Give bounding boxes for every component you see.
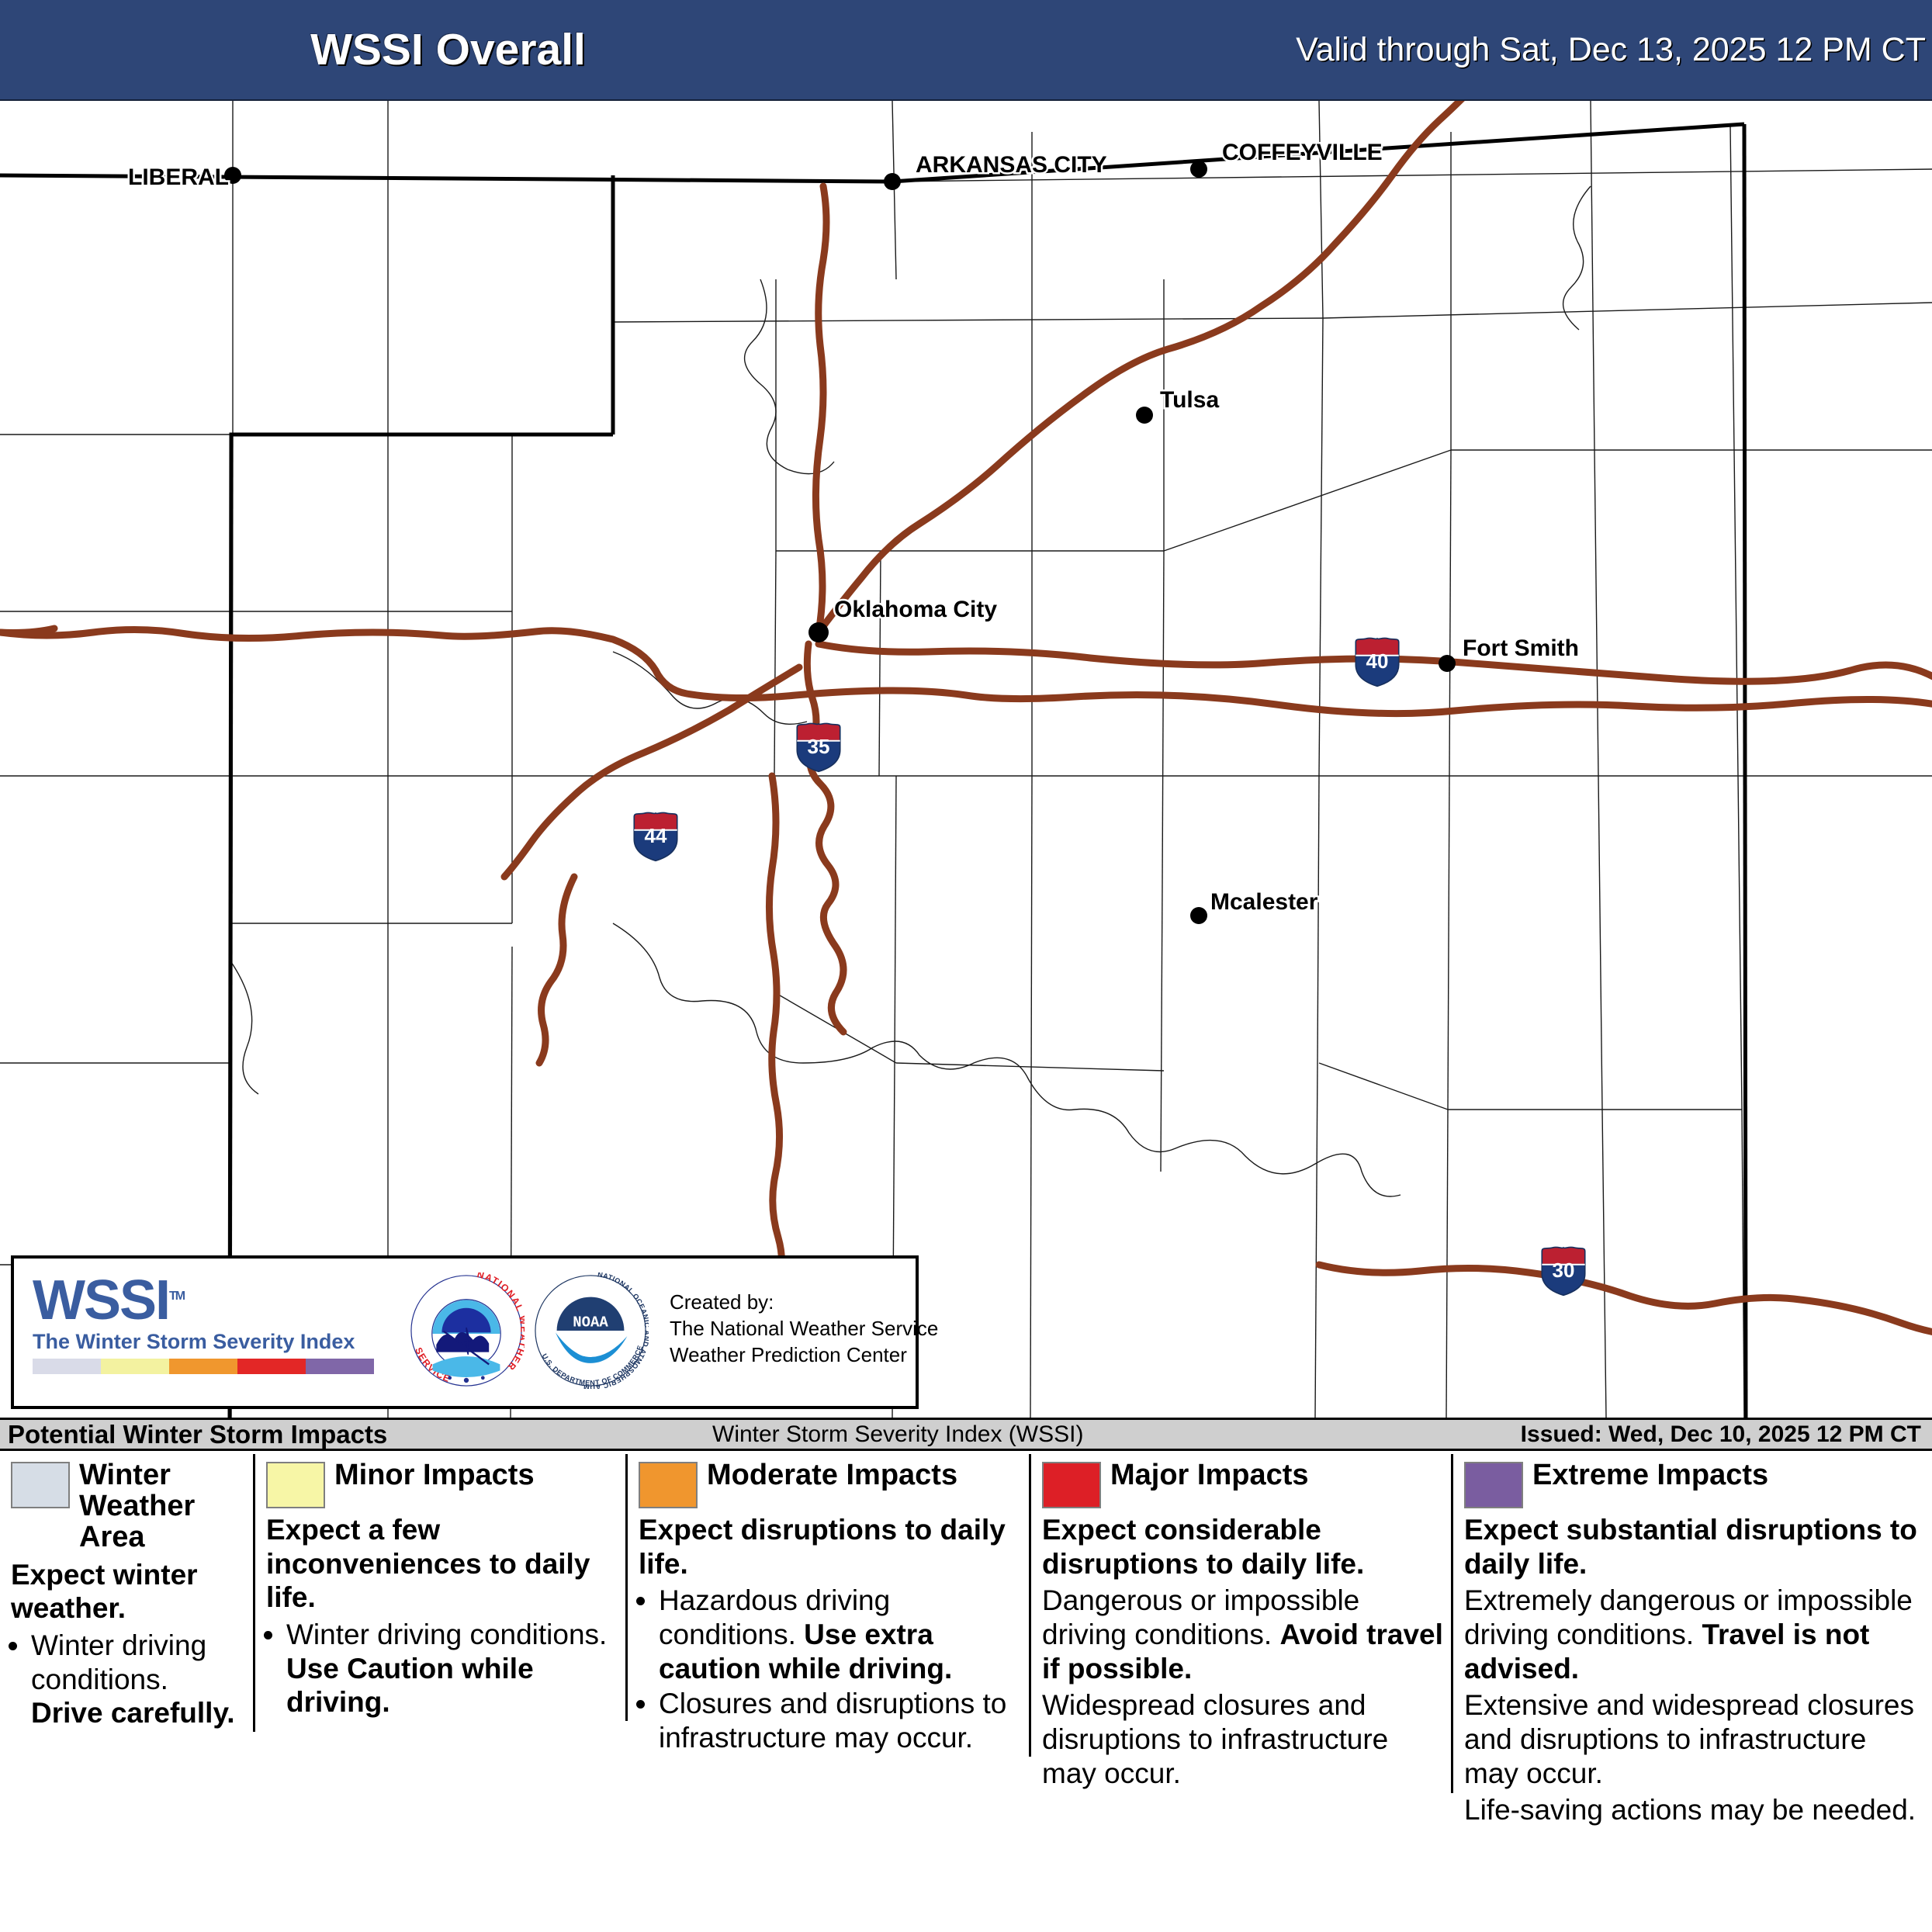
svg-text:35: 35 [808, 735, 830, 758]
svg-text:Tulsa: Tulsa [1160, 387, 1219, 413]
svg-text:Oklahoma City: Oklahoma City [834, 597, 997, 622]
svg-text:ARKANSAS CITY: ARKANSAS CITY [916, 152, 1107, 178]
svg-text:30: 30 [1553, 1259, 1575, 1282]
svg-text:Mcalester: Mcalester [1210, 889, 1318, 915]
svg-text:COFFEYVILLE: COFFEYVILLE [1222, 140, 1383, 165]
svg-text:40: 40 [1366, 649, 1389, 673]
svg-text:LIBERAL: LIBERAL [128, 164, 229, 190]
svg-text:44: 44 [645, 824, 667, 847]
svg-text:NOAA: NOAA [573, 1314, 608, 1331]
svg-text:Fort Smith: Fort Smith [1463, 635, 1579, 661]
